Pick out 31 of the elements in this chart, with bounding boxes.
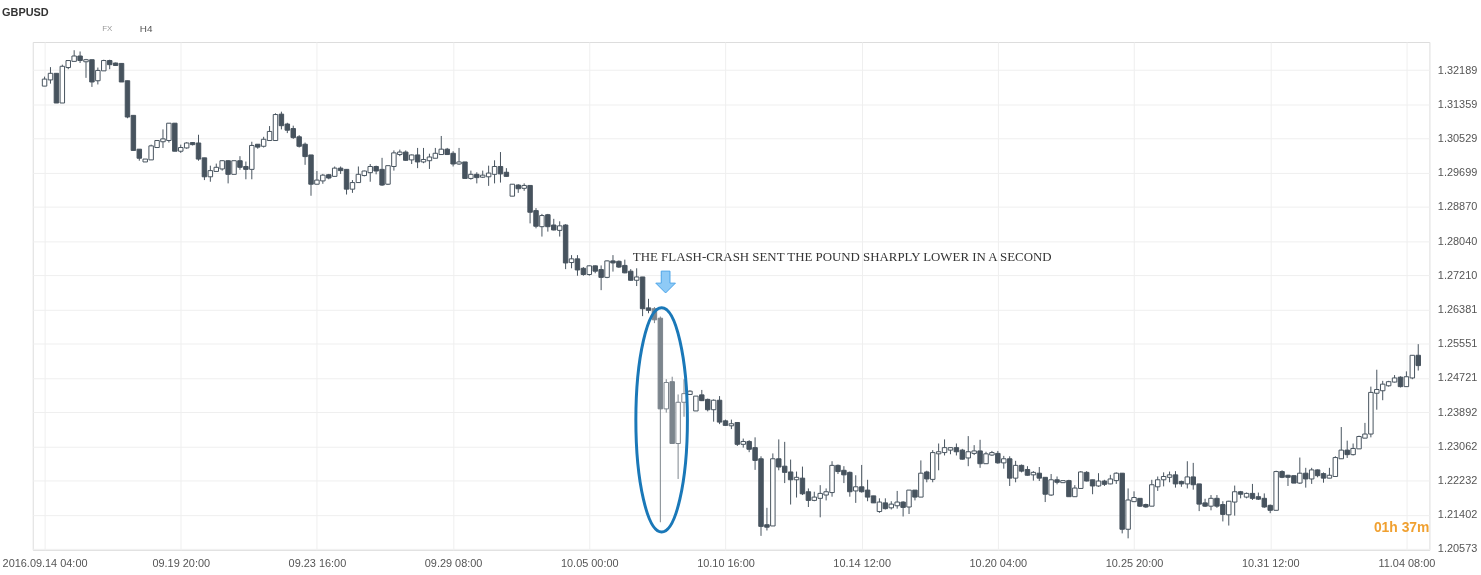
y-tick-label: 1.28870 [1437,200,1478,213]
x-tick-label: 09.23 16:00 [288,557,347,570]
y-tick-label: 1.23062 [1437,439,1478,452]
x-tick-label: 10.20 04:00 [969,557,1028,570]
chart-title: GBPUSD [2,6,49,19]
y-tick-label: 1.31359 [1437,97,1478,110]
y-tick-label: 1.29699 [1437,166,1478,179]
x-tick-label: 09.19 20:00 [152,557,211,570]
y-tick-label: 1.24721 [1437,371,1478,384]
x-tick-label: 09.29 08:00 [424,557,483,570]
y-tick-label: 1.26381 [1437,302,1478,315]
y-tick-label: 1.20573 [1437,542,1478,555]
y-tick-label: 1.21402 [1437,508,1478,521]
y-tick-label: 1.23892 [1437,405,1478,418]
y-tick-label: 1.25551 [1437,337,1478,350]
y-tick-label: 1.22232 [1437,474,1478,487]
annotation: THE FLASH-CRASH SENT THE POUND SHARPLY LOWER IN A SECOND [632,250,1052,265]
y-tick-label: 1.32189 [1437,63,1478,76]
y-tick-label: 1.28040 [1437,234,1478,247]
text: FX [102,24,114,34]
x-tick-label: 10.05 00:00 [560,557,619,570]
annotation: 01h 37m [1373,519,1430,536]
x-tick-label: 2016.09.14 04:00 [2,557,88,570]
x-tick-label: 10.31 12:00 [1241,557,1300,570]
x-tick-label: 10.10 16:00 [697,557,755,570]
text: H4 [139,23,154,35]
y-tick-label: 1.30529 [1437,131,1478,144]
x-tick-label: 11.04 08:00 [1378,557,1436,570]
x-tick-label: 10.14 12:00 [833,557,891,570]
y-tick-label: 1.27210 [1437,268,1478,281]
x-tick-label: 10.25 20:00 [1105,557,1164,570]
